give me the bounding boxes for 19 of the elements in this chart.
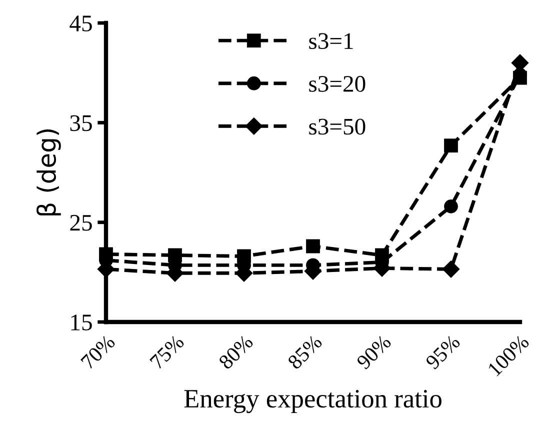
point	[444, 138, 458, 153]
legend-label: s3=20	[309, 76, 366, 92]
x-axis-title: Energy expectation ratio	[184, 390, 442, 414]
point	[442, 260, 460, 278]
legend-label: s3=1	[309, 33, 353, 50]
x-tick-label: 75%	[149, 334, 185, 370]
y-tick-label: 15	[71, 314, 92, 330]
y-tick-label: 25	[70, 214, 92, 231]
point	[306, 239, 320, 254]
legend-label: s3=50	[309, 118, 366, 135]
y-axis-title: β (deg)	[36, 129, 61, 216]
x-tick-label: 70%	[80, 334, 116, 370]
x-tick-label: 85%	[286, 334, 323, 370]
y-tick-label: 35	[70, 115, 92, 132]
x-tick-label: 80%	[218, 334, 254, 370]
point	[444, 199, 458, 214]
x-tick-label: 90%	[356, 334, 392, 370]
x-tick-label: 95%	[424, 334, 461, 370]
y-tick-label: 45	[70, 16, 92, 32]
